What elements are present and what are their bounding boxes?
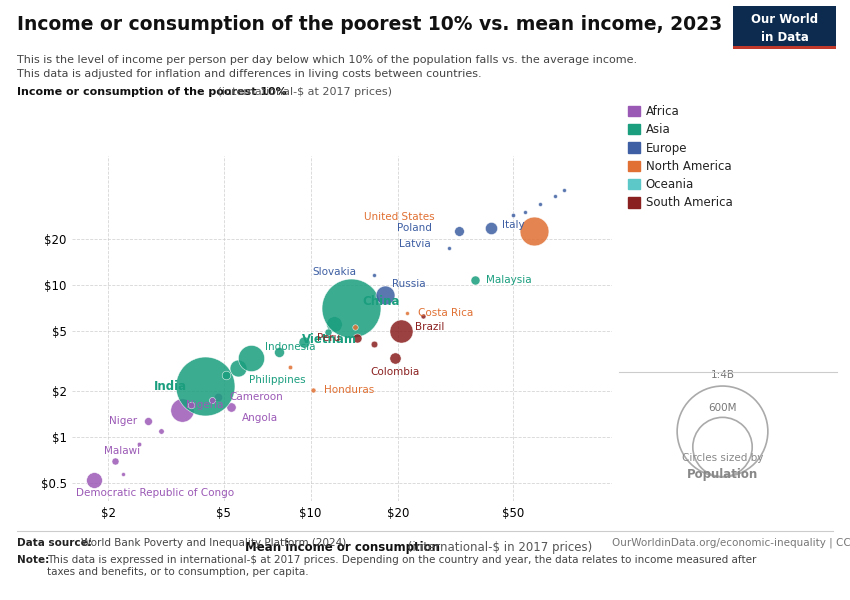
Point: [348, 322, 361, 331]
Text: Colombia: Colombia: [370, 367, 419, 377]
Point: [306, 385, 320, 394]
Text: This is the level of income per person per day below which 10% of the population: This is the level of income per person p…: [17, 55, 638, 65]
Text: Our World: Our World: [751, 13, 818, 26]
Point: [244, 353, 258, 363]
Text: Circles sized by: Circles sized by: [682, 453, 763, 463]
Text: This data is expressed in international-$ at 2017 prices. Depending on the count: This data is expressed in international-…: [47, 555, 756, 577]
Text: Russia: Russia: [392, 279, 426, 289]
Point: [205, 395, 218, 405]
Text: Latvia: Latvia: [400, 239, 431, 250]
Point: [468, 275, 482, 284]
Point: [132, 439, 145, 449]
Text: This data is adjusted for inflation and differences in living costs between coun: This data is adjusted for inflation and …: [17, 69, 482, 79]
Point: [484, 223, 498, 233]
Point: [527, 226, 541, 236]
Point: [442, 243, 456, 253]
Point: [367, 339, 381, 349]
Text: India: India: [154, 380, 187, 393]
Text: Indonesia: Indonesia: [265, 342, 315, 352]
Point: [142, 416, 156, 425]
Point: [116, 469, 130, 479]
Text: Cameroon: Cameroon: [230, 392, 283, 403]
Point: [350, 333, 364, 343]
Text: Slovakia: Slovakia: [312, 267, 356, 277]
Point: [548, 191, 562, 201]
Text: 1:4B: 1:4B: [711, 370, 734, 380]
Text: OurWorldinData.org/economic-inequality | CC BY: OurWorldinData.org/economic-inequality |…: [612, 538, 850, 548]
Text: Italy: Italy: [502, 220, 524, 230]
Text: World Bank Poverty and Inequality Platform (2024): World Bank Poverty and Inequality Platfo…: [81, 538, 346, 548]
Point: [344, 304, 358, 313]
Point: [416, 311, 430, 321]
Text: 600M: 600M: [708, 403, 737, 413]
Text: Angola: Angola: [241, 413, 278, 423]
Point: [87, 475, 100, 485]
Text: Income or consumption of the poorest 10% vs. mean income, 2023: Income or consumption of the poorest 10%…: [17, 15, 722, 34]
Text: Vietnam: Vietnam: [303, 334, 357, 346]
Point: [367, 271, 381, 280]
Point: [184, 400, 197, 410]
Point: [557, 185, 570, 194]
Text: Data source:: Data source:: [17, 538, 92, 548]
Text: Mean income or consumption: Mean income or consumption: [245, 541, 439, 554]
Text: Democratic Republic of Congo: Democratic Republic of Congo: [76, 488, 235, 498]
Text: Income or consumption of the poorest 10%: Income or consumption of the poorest 10%: [17, 87, 286, 97]
Text: Niger: Niger: [110, 416, 138, 425]
Text: Costa Rica: Costa Rica: [417, 308, 473, 318]
Point: [394, 326, 408, 335]
Text: China: China: [362, 295, 399, 308]
Text: Malawi: Malawi: [104, 446, 140, 455]
Point: [321, 327, 335, 337]
Text: (international-$ at 2017 prices): (international-$ at 2017 prices): [214, 87, 392, 97]
Point: [231, 363, 245, 373]
Bar: [733, 46, 836, 49]
Point: [175, 406, 189, 415]
Text: Nigeria: Nigeria: [186, 400, 224, 410]
Text: Honduras: Honduras: [324, 385, 374, 395]
Point: [452, 226, 466, 236]
Point: [219, 370, 233, 380]
Point: [533, 199, 547, 209]
Point: [212, 392, 225, 402]
Point: [198, 382, 212, 391]
Legend: Africa, Asia, Europe, North America, Oceania, South America: Africa, Asia, Europe, North America, Oce…: [628, 105, 733, 209]
Text: Brazil: Brazil: [415, 322, 445, 332]
Text: in Data: in Data: [761, 31, 808, 44]
Text: Population: Population: [687, 468, 758, 481]
Text: Peru: Peru: [316, 332, 340, 343]
Point: [377, 290, 391, 300]
Point: [283, 362, 297, 371]
Point: [298, 337, 311, 347]
Point: [273, 347, 286, 357]
Text: United States: United States: [364, 212, 434, 222]
Text: (international-$ in 2017 prices): (international-$ in 2017 prices): [404, 541, 592, 554]
Point: [388, 353, 401, 363]
Text: Note:: Note:: [17, 555, 49, 565]
Point: [155, 426, 168, 436]
Text: Poland: Poland: [397, 223, 432, 233]
Point: [326, 319, 340, 329]
Text: Malaysia: Malaysia: [486, 275, 531, 284]
Point: [224, 402, 238, 412]
Point: [518, 207, 532, 217]
Point: [400, 308, 414, 318]
Point: [108, 456, 122, 466]
Text: Philippines: Philippines: [248, 375, 305, 385]
Point: [506, 211, 519, 220]
